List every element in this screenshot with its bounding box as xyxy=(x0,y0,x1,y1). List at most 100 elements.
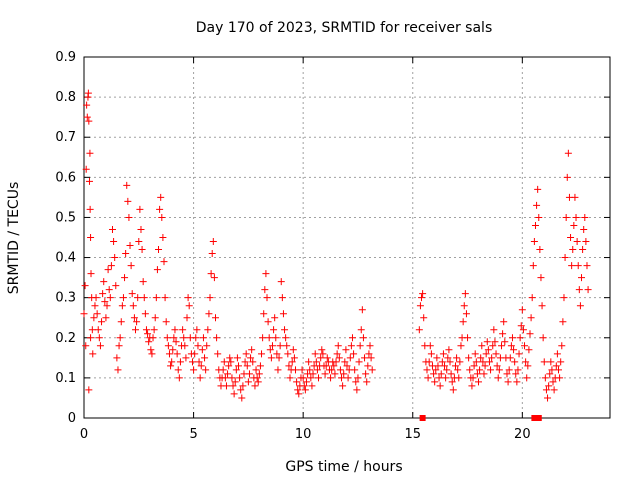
data-point xyxy=(294,386,302,394)
data-point xyxy=(312,358,320,366)
data-point xyxy=(122,250,130,258)
data-point xyxy=(99,290,107,298)
data-point xyxy=(456,358,464,366)
data-point xyxy=(353,386,361,394)
data-point xyxy=(212,314,219,322)
y-tick-label: 0.5 xyxy=(55,210,76,225)
data-point xyxy=(289,346,297,354)
data-point xyxy=(516,334,524,342)
y-tick-label: 0.9 xyxy=(55,50,76,65)
data-point xyxy=(563,173,571,181)
data-point xyxy=(163,334,171,342)
data-point xyxy=(579,246,587,254)
data-point xyxy=(93,310,101,318)
data-point xyxy=(283,342,291,350)
data-point xyxy=(461,290,469,298)
data-point xyxy=(167,362,175,370)
data-point xyxy=(334,342,342,350)
data-point xyxy=(567,234,575,241)
grid-lines xyxy=(84,57,610,418)
data-point xyxy=(435,374,443,382)
data-point xyxy=(124,197,132,205)
data-point xyxy=(127,262,135,270)
data-point xyxy=(159,234,167,241)
data-point xyxy=(490,326,498,334)
data-point xyxy=(445,346,453,354)
data-point xyxy=(531,221,539,229)
data-point xyxy=(82,342,90,350)
data-point xyxy=(84,89,92,97)
data-point xyxy=(98,318,106,326)
x-tick-label: 15 xyxy=(404,427,421,442)
data-point xyxy=(192,334,200,342)
data-point xyxy=(91,302,99,310)
data-point xyxy=(144,330,152,338)
data-point xyxy=(319,350,327,358)
data-point xyxy=(348,334,356,342)
data-point xyxy=(365,350,373,358)
y-tick-label: 0.6 xyxy=(55,170,76,185)
data-point xyxy=(162,318,170,326)
data-point xyxy=(141,310,149,318)
data-point xyxy=(488,354,496,362)
data-point xyxy=(298,366,306,374)
data-point xyxy=(460,302,468,310)
data-point xyxy=(425,358,433,366)
axis-ticks: 0 0.1 0.2 0.3 0.4 0.5 0.6 0.7 0.8 0.9 0 5 10 15 20 xyxy=(55,50,610,442)
data-point xyxy=(420,314,428,322)
data-point xyxy=(176,358,184,366)
data-point xyxy=(279,310,287,318)
data-point xyxy=(419,290,427,298)
data-point xyxy=(130,314,138,322)
data-point xyxy=(557,358,565,366)
data-point xyxy=(340,370,348,378)
data-point xyxy=(559,318,567,326)
data-point xyxy=(209,238,217,246)
data-point xyxy=(363,378,371,386)
data-point xyxy=(203,342,211,350)
data-point xyxy=(527,314,535,322)
data-point xyxy=(457,342,465,350)
data-point xyxy=(483,338,491,346)
data-point xyxy=(495,366,503,374)
data-point xyxy=(443,366,451,374)
x-tick-label: 20 xyxy=(514,427,531,442)
data-point xyxy=(573,238,581,246)
data-point xyxy=(366,342,374,350)
data-point xyxy=(148,350,156,358)
data-point xyxy=(510,346,518,354)
data-point xyxy=(105,286,113,294)
data-point xyxy=(444,354,452,362)
data-point xyxy=(534,185,542,193)
data-point xyxy=(173,350,181,358)
data-point xyxy=(232,366,240,374)
data-point xyxy=(478,342,486,350)
data-point xyxy=(185,302,193,310)
data-point xyxy=(529,262,537,270)
data-point xyxy=(522,358,530,366)
data-point xyxy=(347,342,355,350)
data-point xyxy=(469,374,477,382)
data-point xyxy=(465,354,473,362)
data-point xyxy=(546,370,554,378)
data-point xyxy=(286,374,294,382)
data-point xyxy=(197,362,205,370)
data-point xyxy=(342,346,350,354)
data-point xyxy=(182,354,190,362)
data-point xyxy=(288,358,296,366)
data-point xyxy=(100,278,108,286)
data-point xyxy=(89,350,97,358)
data-point xyxy=(479,358,487,366)
data-point xyxy=(418,294,426,302)
data-point xyxy=(561,254,569,262)
data-point xyxy=(306,366,314,374)
data-point xyxy=(155,246,163,254)
data-point xyxy=(485,358,493,366)
data-point xyxy=(207,270,215,278)
data-point xyxy=(107,262,115,270)
data-point xyxy=(282,334,290,342)
data-point xyxy=(508,334,516,342)
data-point xyxy=(126,242,134,250)
data-point xyxy=(263,294,271,302)
data-point xyxy=(112,282,120,290)
